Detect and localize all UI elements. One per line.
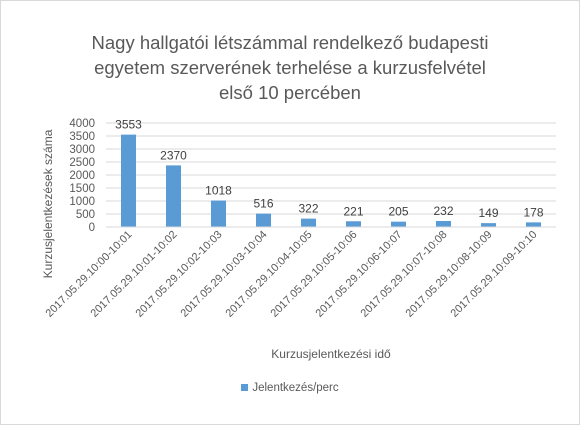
y-axis-label: Kurzusjelentkezések száma <box>41 129 55 278</box>
x-tick-label: 2017.05.29.10:00-10:01 <box>44 229 135 320</box>
x-tick-label: 2017.05.29.10:01-10:02 <box>89 229 180 320</box>
legend: Jelentkezés/perc <box>0 382 580 394</box>
y-tick-label: 4000 <box>69 118 95 130</box>
chart-title-line-2: egyetem szerverének terhelése a kurzusfe… <box>94 57 486 78</box>
bar <box>346 221 361 227</box>
y-tick-label: 2500 <box>69 157 95 169</box>
data-label: 3553 <box>115 118 142 132</box>
data-label: 1018 <box>205 184 232 198</box>
data-label: 149 <box>478 206 498 220</box>
bar <box>121 134 136 227</box>
legend-label: Jelentkezés/perc <box>252 382 339 394</box>
x-tick-label: 2017.05.29.10:03-10:04 <box>179 229 270 320</box>
chart-title-line-3: első 10 percében <box>219 82 361 103</box>
data-label: 178 <box>523 205 543 219</box>
bar <box>166 165 181 227</box>
x-axis-label: Kurzusjelentkezési idő <box>271 347 391 361</box>
x-tick-label: 2017.05.29.10:06-10:07 <box>314 229 405 320</box>
chart-title: Nagy hallgatói létszámmal rendelkező bud… <box>40 30 540 105</box>
y-tick-label: 1000 <box>69 196 95 208</box>
data-label: 516 <box>253 197 273 211</box>
x-tick-label: 2017.05.29.10:04-10:05 <box>224 229 315 320</box>
x-tick-label: 2017.05.29.10:08-10:09 <box>404 229 495 320</box>
data-labels: 3553 2370 1018 516 322 221 205 232 149 178 <box>115 118 544 221</box>
data-label: 2370 <box>160 148 187 162</box>
bar <box>256 213 271 227</box>
legend-swatch <box>241 384 249 391</box>
y-tick-label: 2000 <box>69 170 95 182</box>
y-tick-label: 0 <box>89 222 95 234</box>
bar <box>301 218 316 227</box>
x-tick-label: 2017.05.29.10:05-10:06 <box>269 229 360 320</box>
bar <box>526 222 541 227</box>
y-tick-label: 3500 <box>69 131 95 143</box>
data-label: 221 <box>343 204 363 218</box>
bar <box>211 200 226 227</box>
y-tick-label: 3000 <box>69 144 95 156</box>
y-tick-label: 500 <box>76 209 95 221</box>
bars <box>121 134 541 227</box>
bar <box>481 223 496 227</box>
data-label: 205 <box>388 205 408 219</box>
bar <box>391 221 406 227</box>
chart-title-line-1: Nagy hallgatói létszámmal rendelkező bud… <box>91 32 489 53</box>
data-label: 322 <box>298 202 318 216</box>
x-axis-ticks: 2017.05.29.10:00-10:012017.05.29.10:01-1… <box>44 229 540 320</box>
data-label: 232 <box>433 204 453 218</box>
x-tick-label: 2017.05.29.10:02-10:03 <box>134 229 225 320</box>
x-tick-label: 2017.05.29.10:09-10:10 <box>449 229 540 320</box>
x-tick-label: 2017.05.29.10:07-10:08 <box>359 229 450 320</box>
y-tick-label: 1500 <box>69 183 95 195</box>
bar <box>436 220 451 227</box>
